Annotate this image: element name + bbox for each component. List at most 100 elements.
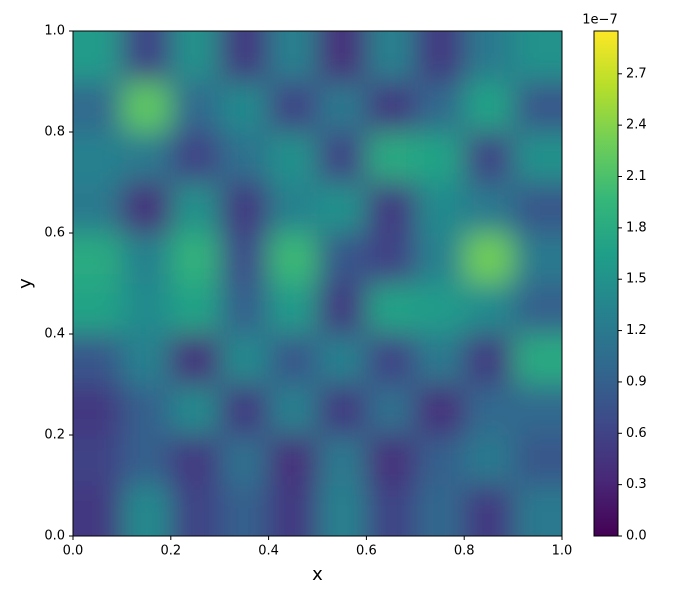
- heat-cell: [170, 435, 221, 487]
- heat-cell: [121, 31, 172, 83]
- heat-cell: [415, 283, 466, 335]
- heat-cell: [268, 384, 319, 436]
- heat-cell: [268, 182, 319, 234]
- heat-cell: [170, 384, 221, 436]
- heat-cell: [73, 132, 123, 184]
- heat-cell: [73, 334, 123, 386]
- heat-cell: [415, 384, 466, 436]
- y-tick-label: 1.0: [44, 24, 65, 39]
- heat-cell: [317, 435, 368, 487]
- heat-cell: [121, 384, 172, 436]
- heat-cell: [464, 485, 515, 536]
- x-tick-label: 0.2: [160, 544, 181, 559]
- heat-cell: [366, 132, 417, 184]
- heat-cell: [366, 435, 417, 487]
- heat-cell: [219, 384, 270, 436]
- heat-cell: [121, 132, 172, 184]
- heat-cell: [268, 334, 319, 386]
- colorbar-tick-label: 1.2: [626, 323, 647, 338]
- colorbar-tick-label: 0.6: [626, 426, 647, 441]
- heat-cell: [464, 334, 515, 386]
- x-tick-label: 0.6: [356, 544, 377, 559]
- heat-cell: [317, 182, 368, 234]
- heat-cell: [415, 31, 466, 83]
- heat-cell: [366, 485, 417, 536]
- heat-cell: [170, 132, 221, 184]
- heat-cell: [317, 81, 368, 133]
- x-axis-title: x: [312, 564, 323, 585]
- heat-cell: [366, 384, 417, 436]
- heat-cell: [464, 283, 515, 335]
- colorbar-tick-label: 2.7: [626, 66, 647, 81]
- y-axis-title: y: [15, 278, 36, 289]
- heat-cell: [268, 485, 319, 536]
- heat-cell: [415, 334, 466, 386]
- plot-frame: [72, 30, 563, 537]
- heat-cell: [513, 31, 562, 83]
- heat-cell: [73, 31, 123, 83]
- heat-cell: [513, 435, 562, 487]
- heat-cell: [513, 334, 562, 386]
- heat-cell: [317, 485, 368, 536]
- heat-cell: [268, 132, 319, 184]
- heat-cell: [268, 233, 319, 285]
- heat-cell: [73, 81, 123, 133]
- y-tick-label: 0.2: [44, 428, 65, 443]
- heat-cell: [219, 283, 270, 335]
- heat-cell: [317, 384, 368, 436]
- heat-cell: [219, 31, 270, 83]
- heat-cell: [366, 182, 417, 234]
- heat-cell: [513, 233, 562, 285]
- heat-cell: [170, 31, 221, 83]
- cells: [73, 31, 562, 536]
- heat-cell: [513, 132, 562, 184]
- heat-cell: [415, 485, 466, 536]
- heat-cell: [268, 31, 319, 83]
- heat-cell: [415, 132, 466, 184]
- heat-cell: [415, 233, 466, 285]
- heat-cell: [219, 485, 270, 536]
- heat-cell: [366, 233, 417, 285]
- heat-cell: [415, 81, 466, 133]
- colorbar-tick-label: 0.3: [626, 477, 647, 492]
- heat-cell: [415, 182, 466, 234]
- heat-cell: [170, 81, 221, 133]
- heat-cell: [121, 81, 172, 133]
- heat-cell: [219, 81, 270, 133]
- x-tick-label: 0.8: [454, 544, 475, 559]
- heat-cell: [513, 182, 562, 234]
- colorbar-tick-label: 1.8: [626, 220, 647, 235]
- colorbar: [594, 31, 618, 536]
- heat-cell: [121, 283, 172, 335]
- heat-cell: [73, 283, 123, 335]
- colorbar-tick-label: 2.1: [626, 169, 647, 184]
- x-tick-label: 0.0: [63, 544, 84, 559]
- heat-cell: [464, 132, 515, 184]
- heat-cell: [73, 485, 123, 536]
- y-tick-label: 0.4: [44, 327, 65, 342]
- heat-cell: [170, 485, 221, 536]
- heat-cell: [219, 435, 270, 487]
- colorbar-tick-label: 1.5: [626, 272, 647, 287]
- heat-cell: [317, 31, 368, 83]
- heat-cell: [464, 81, 515, 133]
- colorbar-tick-label: 0.9: [626, 374, 647, 389]
- y-tick-label: 0.0: [44, 529, 65, 544]
- x-tick-label: 0.4: [258, 544, 279, 559]
- heat-cell: [121, 334, 172, 386]
- colorbar-offset: 1e−7: [582, 13, 617, 28]
- heat-cell: [317, 233, 368, 285]
- colorbar-tick-label: 0.0: [626, 529, 647, 544]
- y-tick-label: 0.6: [44, 226, 65, 241]
- heatmap: [73, 31, 562, 536]
- colorbar-frame: [593, 30, 619, 537]
- heat-cell: [366, 31, 417, 83]
- heat-cell: [121, 485, 172, 536]
- heat-cell: [464, 435, 515, 487]
- heat-cell: [317, 283, 368, 335]
- heat-cell: [513, 384, 562, 436]
- heat-cell: [513, 283, 562, 335]
- heat-cell: [219, 233, 270, 285]
- heat-cell: [513, 81, 562, 133]
